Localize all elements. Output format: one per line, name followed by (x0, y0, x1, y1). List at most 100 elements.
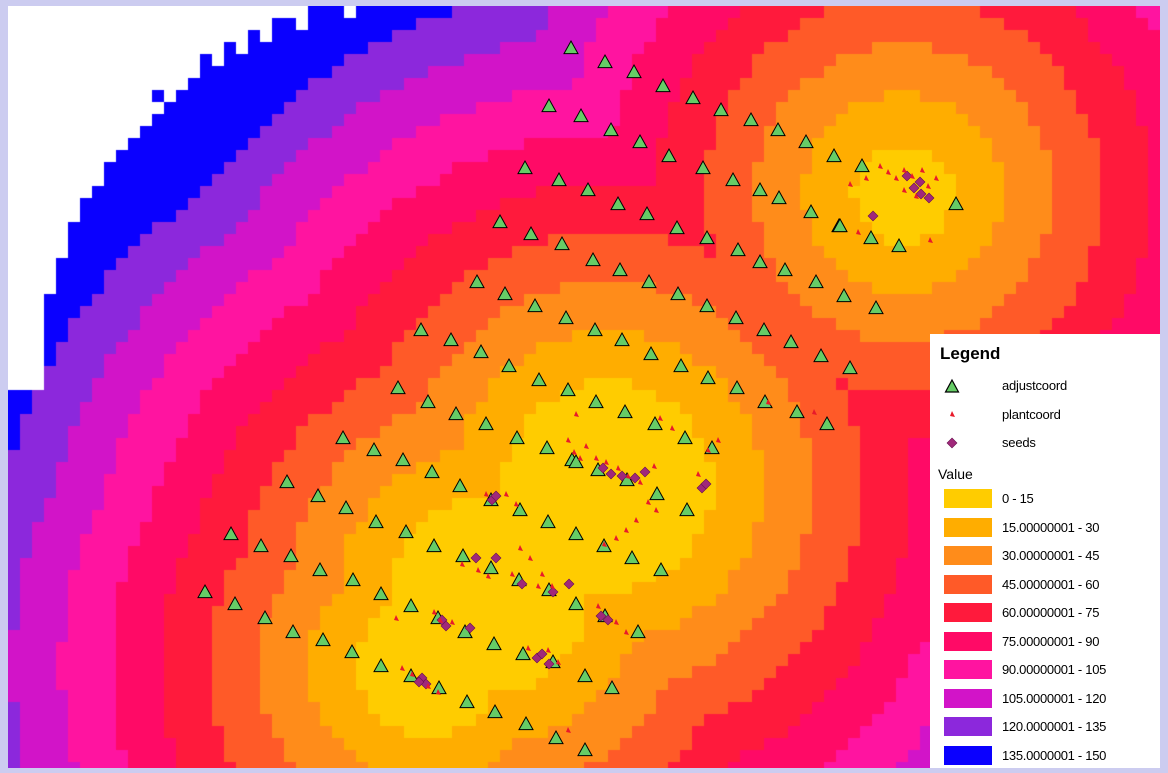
plantcoord-point (624, 527, 629, 533)
legend-class-label-1: 15.00000001 - 30 (1002, 520, 1099, 535)
legend-label-adjustcoord: adjustcoord (1002, 378, 1067, 393)
adjustcoord-point (809, 275, 823, 288)
adjustcoord-point (284, 549, 298, 562)
diamond-icon (944, 435, 960, 451)
adjustcoord-point (613, 263, 627, 276)
plantcoord-point (584, 443, 589, 449)
adjustcoord-point (524, 227, 538, 240)
plantcoord-point (504, 491, 509, 497)
adjustcoord-point (726, 173, 740, 186)
adjustcoord-point (552, 173, 566, 186)
adjustcoord-point (540, 441, 554, 454)
adjustcoord-point (662, 149, 676, 162)
adjustcoord-point (399, 525, 413, 538)
legend-item-seeds: seeds (930, 431, 1160, 455)
legend-class-label-2: 30.00000001 - 45 (1002, 548, 1099, 563)
plantcoord-point (510, 571, 515, 577)
plantcoord-point (578, 455, 583, 461)
legend-label-plantcoord: plantcoord (1002, 407, 1061, 422)
legend-item-adjustcoord: adjustcoord (930, 374, 1160, 398)
legend-class-label-3: 45.00000001 - 60 (1002, 577, 1099, 592)
legend-swatch-5 (944, 632, 992, 651)
adjustcoord-point (460, 695, 474, 708)
adjustcoord-point (479, 417, 493, 430)
adjustcoord-point (280, 475, 294, 488)
plantcoord-point (658, 415, 663, 421)
adjustcoord-point (650, 487, 664, 500)
adjustcoord-point (678, 431, 692, 444)
adjustcoord-point (345, 645, 359, 658)
adjustcoord-point (771, 123, 785, 136)
legend-item-plantcoord: plantcoord (930, 403, 1160, 427)
adjustcoord-point (700, 231, 714, 244)
adjustcoord-point (198, 585, 212, 598)
plantcoord-point (616, 465, 621, 471)
adjustcoord-point (498, 287, 512, 300)
adjustcoord-point (753, 183, 767, 196)
adjustcoord-point (502, 359, 516, 372)
adjustcoord-point (528, 299, 542, 312)
adjustcoord-point (488, 705, 502, 718)
adjustcoord-point (444, 333, 458, 346)
plantcoord-point (634, 517, 639, 523)
adjustcoord-point (864, 231, 878, 244)
plantcoord-point (654, 507, 659, 513)
legend-swatch-3 (944, 575, 992, 594)
map-frame[interactable]: Legend adjustcoord plantcoord seeds Valu… (8, 6, 1160, 768)
adjustcoord-point (555, 237, 569, 250)
legend-swatch-8 (944, 717, 992, 736)
adjustcoord-point (778, 263, 792, 276)
adjustcoord-point (339, 501, 353, 514)
adjustcoord-point (633, 135, 647, 148)
adjustcoord-point (701, 371, 715, 384)
plantcoord-point (574, 411, 579, 417)
adjustcoord-point (654, 563, 668, 576)
adjustcoord-point (391, 381, 405, 394)
adjustcoord-point (843, 361, 857, 374)
adjustcoord-point (605, 681, 619, 694)
adjustcoord-point (518, 161, 532, 174)
adjustcoord-point (569, 597, 583, 610)
plantcoord-point (546, 647, 551, 653)
plantcoord-point (614, 619, 619, 625)
adjustcoord-point (611, 197, 625, 210)
legend-swatch-2 (944, 546, 992, 565)
adjustcoord-point (564, 41, 578, 54)
adjustcoord-point (224, 527, 238, 540)
adjustcoord-point (286, 625, 300, 638)
adjustcoord-point (549, 731, 563, 744)
adjustcoord-point (258, 611, 272, 624)
plantcoord-point (596, 603, 601, 609)
adjustcoord-point (729, 311, 743, 324)
plantcoord-point (484, 491, 489, 497)
adjustcoord-point (744, 113, 758, 126)
legend-class-label-6: 90.00000001 - 105 (1002, 662, 1106, 677)
plantcoord-point (400, 665, 405, 671)
adjustcoord-point (228, 597, 242, 610)
plantcoord-point (848, 181, 853, 187)
seeds-point (902, 171, 912, 181)
plantcoord-point (696, 471, 701, 477)
adjustcoord-point (449, 407, 463, 420)
adjustcoord-point (474, 345, 488, 358)
adjustcoord-point (367, 443, 381, 456)
adjustcoord-point (758, 395, 772, 408)
seeds-point (491, 553, 501, 563)
adjustcoord-point (456, 549, 470, 562)
adjustcoord-point (804, 205, 818, 218)
adjustcoord-point (642, 275, 656, 288)
adjustcoord-point (254, 539, 268, 552)
adjustcoord-point (604, 123, 618, 136)
plantcoord-point (934, 175, 939, 181)
adjustcoord-point (714, 103, 728, 116)
plantcoord-point (476, 567, 481, 573)
plantcoord-point (514, 501, 519, 507)
adjustcoord-point (532, 373, 546, 386)
plantcoord-point (856, 229, 861, 235)
adjustcoord-point (820, 417, 834, 430)
adjustcoord-point (561, 383, 575, 396)
plantcoord-point (432, 609, 437, 615)
plantcoord-point (566, 727, 571, 733)
adjustcoord-point (421, 395, 435, 408)
plantcoord-point (886, 169, 891, 175)
